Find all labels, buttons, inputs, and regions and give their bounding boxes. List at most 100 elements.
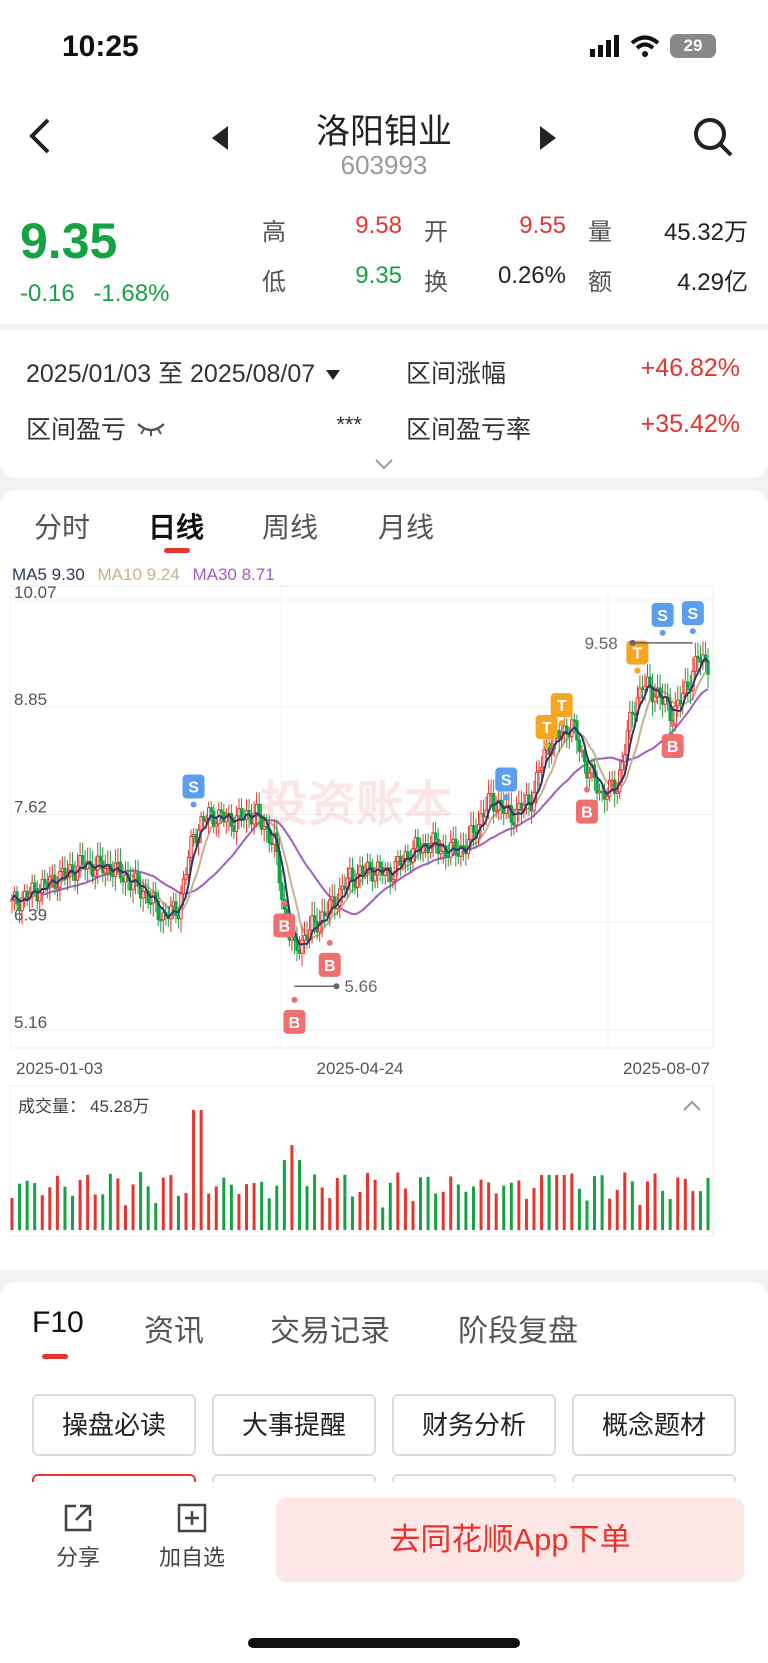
trade-marker-label: B [289, 1015, 301, 1032]
volume-bar [131, 1184, 135, 1230]
low-annotation: 5.66 [344, 977, 377, 996]
candle-body [370, 866, 375, 882]
candle-body [40, 878, 44, 894]
candle-body [141, 891, 145, 899]
volume-bar [577, 1188, 581, 1230]
volume-label: 成交量： [18, 1097, 86, 1116]
candle-body [607, 779, 612, 797]
candle-body [630, 711, 635, 715]
volume-frame [10, 1085, 714, 1237]
candle-body [706, 660, 710, 675]
status-bar: 10:25 29 [0, 0, 768, 96]
volume-bar [471, 1186, 475, 1230]
candle-body [174, 901, 178, 916]
candle-body [471, 824, 476, 833]
f10-button[interactable]: 操盘必读 [32, 1394, 196, 1456]
candlestick-chart[interactable]: MA5 9.30 MA10 9.24 MA30 8.71 投资账本 10.07 8… [10, 550, 758, 1250]
volume-bar [93, 1194, 97, 1230]
candle-body [292, 936, 297, 941]
y-tick-label: 5.16 [14, 1013, 47, 1032]
ma5-line [11, 657, 709, 946]
volume-bar [540, 1175, 544, 1230]
trade-marker-badge [626, 640, 649, 665]
candle-body [43, 878, 47, 884]
volume-bar [653, 1173, 657, 1230]
volume-bar [48, 1187, 52, 1230]
volume-bar [532, 1188, 536, 1230]
search-icon[interactable] [692, 116, 734, 158]
candle-body [459, 845, 463, 857]
share-button[interactable]: 分享 [48, 1502, 108, 1572]
change-percent: -1.68% [93, 280, 170, 307]
volume-bar [426, 1176, 430, 1230]
f10-tab[interactable]: 资讯 [144, 1315, 204, 1348]
wifi-icon [630, 35, 660, 57]
volume-bar [661, 1190, 665, 1230]
volume-bar [570, 1173, 574, 1230]
chart-tab[interactable]: 月线 [378, 512, 435, 543]
range-pl-label: 区间盈亏 [26, 416, 127, 444]
volume-bar [245, 1184, 249, 1230]
volume-panel: 成交量： 45.28万 [10, 1085, 714, 1237]
volume-bar [388, 1182, 392, 1230]
candle-body [55, 887, 60, 890]
candle-body [433, 832, 438, 840]
volume-bar [600, 1175, 604, 1230]
expand-chevron-icon[interactable] [374, 458, 394, 470]
volume-bar [199, 1110, 203, 1230]
volume-bar [449, 1176, 453, 1230]
f10-button[interactable]: 财务分析 [392, 1394, 556, 1456]
volume-bar [192, 1110, 196, 1230]
low-label: 低 [262, 269, 286, 296]
date-range-selector[interactable]: 2025/01/03 至 2025/08/07 [26, 354, 341, 390]
candle-body [406, 851, 410, 858]
volume-bar [419, 1177, 423, 1230]
chart-tab[interactable]: 日线 [148, 512, 205, 543]
candle-body [201, 816, 206, 822]
f10-tab[interactable]: F10 [32, 1306, 84, 1339]
volume-bar [305, 1186, 309, 1230]
volume-value: 45.28万 [90, 1097, 150, 1116]
add-watchlist-button[interactable]: 加自选 [152, 1502, 232, 1572]
volume-bar [78, 1179, 82, 1230]
nav-bar: 洛阳钼业 603993 [0, 96, 768, 196]
trade-marker-dot [634, 667, 641, 674]
candle-body [214, 823, 218, 827]
candle-body [650, 686, 655, 703]
order-cta-button[interactable]: 去同花顺App下单 [276, 1498, 744, 1582]
candle-body [638, 687, 642, 699]
volume-bar [706, 1177, 710, 1230]
back-icon[interactable] [26, 116, 56, 156]
trade-marker-label: S [501, 773, 512, 790]
candle-body [653, 696, 657, 703]
next-stock-icon[interactable] [538, 126, 558, 150]
chart-tab[interactable]: 分时 [34, 512, 91, 543]
trade-marker-badge [681, 601, 704, 626]
volume-bar [691, 1191, 695, 1230]
watermark: 投资账本 [260, 778, 452, 831]
trade-marker-dot [558, 720, 565, 727]
candle-body [181, 878, 186, 895]
change-amount: -0.16 [20, 280, 75, 307]
candle-body [587, 772, 592, 779]
volume-bar [562, 1175, 566, 1230]
candle-body [310, 915, 314, 931]
volume-bar [396, 1172, 400, 1230]
hidden-eye-icon[interactable] [136, 422, 166, 436]
chart-tab[interactable]: 周线 [262, 512, 319, 543]
f10-button[interactable]: 概念题材 [572, 1394, 736, 1456]
volume-bar [328, 1198, 332, 1230]
f10-button[interactable]: 大事提醒 [212, 1394, 376, 1456]
trade-marker-badge [550, 693, 573, 718]
volume-bar [381, 1207, 385, 1230]
f10-tab[interactable]: 交易记录 [270, 1315, 390, 1348]
status-icons: 29 [590, 34, 716, 58]
volume-bar [487, 1182, 491, 1230]
prev-stock-icon[interactable] [210, 126, 230, 150]
volume-bar [71, 1195, 75, 1230]
candle-body [696, 655, 700, 660]
open-value: 9.55 [519, 212, 566, 239]
open-label: 开 [424, 219, 448, 246]
f10-tab[interactable]: 阶段复盘 [458, 1315, 578, 1348]
candle-body [333, 896, 337, 910]
